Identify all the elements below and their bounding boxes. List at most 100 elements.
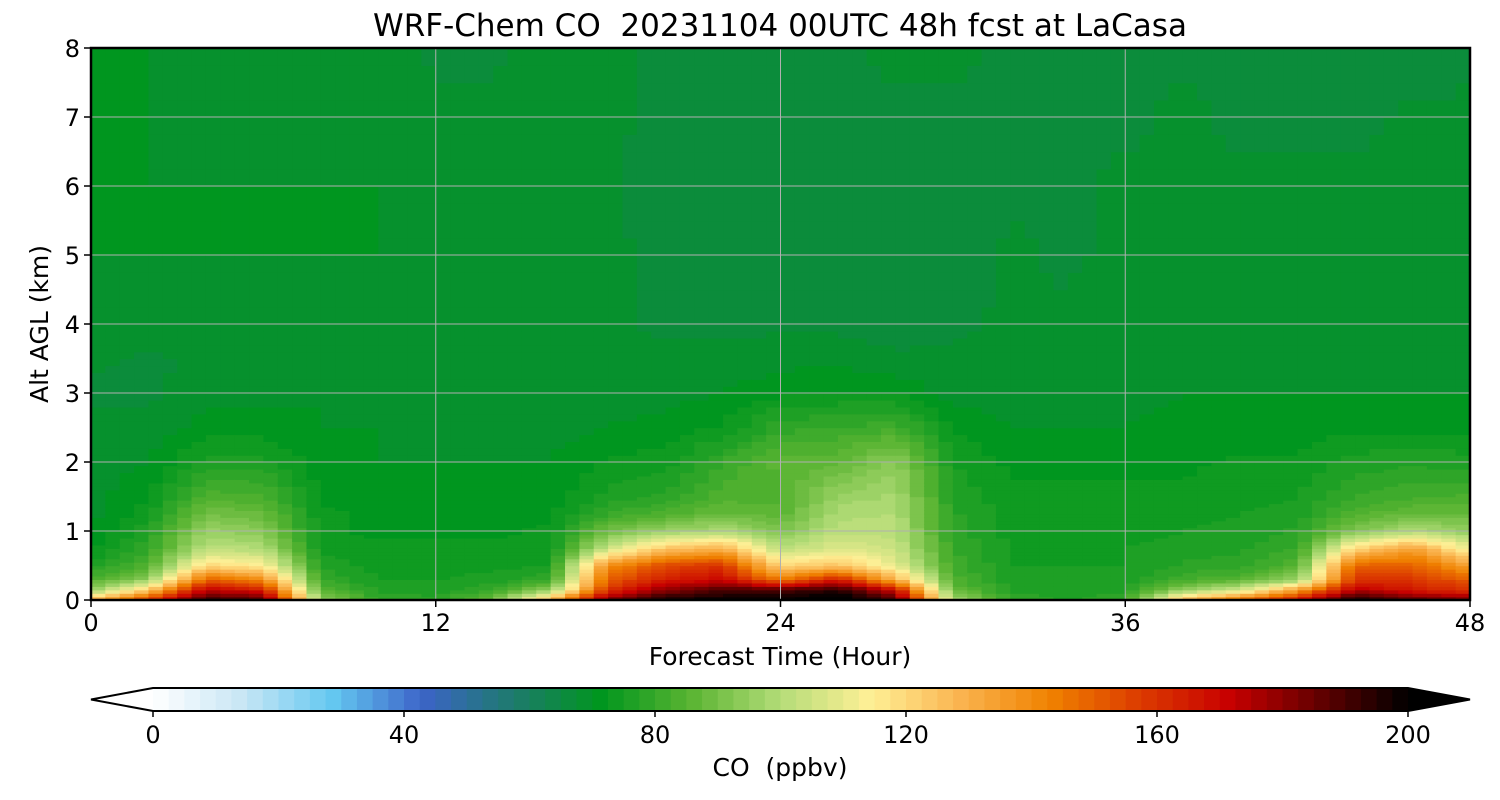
heatmap-cell (881, 272, 897, 291)
heatmap-cell (593, 489, 609, 494)
heatmap-cell (723, 472, 739, 477)
heatmap-cell (493, 479, 509, 484)
heatmap-cell (464, 486, 480, 491)
heatmap-cell (205, 455, 221, 463)
heatmap-cell (421, 510, 437, 515)
heatmap-cell (794, 65, 810, 84)
heatmap-cell (751, 499, 767, 505)
heatmap-cell (794, 99, 810, 118)
heatmap-cell (665, 330, 681, 339)
heatmap-cell (679, 472, 696, 477)
heatmap-cell (478, 486, 494, 491)
heatmap-cell (306, 344, 322, 353)
heatmap-cell (306, 134, 322, 153)
heatmap-cell (751, 582, 767, 587)
heatmap-cell (766, 582, 782, 587)
heatmap-cell (335, 575, 351, 580)
heatmap-cell (450, 237, 466, 256)
heatmap-cell (306, 393, 322, 401)
heatmap-cell (981, 289, 997, 308)
heatmap-cell (91, 434, 107, 442)
heatmap-cell (766, 434, 782, 442)
heatmap-cell (924, 593, 940, 598)
heatmap-cell (952, 151, 968, 170)
heatmap-cell (751, 475, 767, 480)
heatmap-cell (91, 324, 107, 332)
heatmap-cell (852, 358, 868, 367)
heatmap-cell (708, 306, 724, 325)
heatmap-cell (435, 455, 451, 463)
heatmap-cell (852, 496, 868, 501)
heatmap-cell (550, 548, 566, 553)
heatmap-cell (1010, 351, 1026, 360)
heatmap-cell (435, 48, 451, 66)
heatmap-cell (636, 475, 652, 480)
heatmap-cell (507, 117, 523, 135)
heatmap-cell (263, 420, 279, 429)
heatmap-cell (177, 465, 193, 470)
heatmap-cell (335, 589, 351, 594)
heatmap-cell (349, 82, 365, 101)
heatmap-cell (909, 565, 925, 570)
heatmap-cell (191, 489, 207, 494)
heatmap-cell (105, 65, 121, 84)
heatmap-cell (162, 420, 178, 429)
heatmap-cell (306, 475, 322, 480)
heatmap-cell (651, 427, 667, 436)
heatmap-cell (292, 351, 308, 360)
heatmap-cell (708, 541, 724, 546)
heatmap-cell (91, 575, 107, 580)
heatmap-cell (751, 65, 767, 84)
heatmap-cell (277, 575, 293, 580)
heatmap-cell (866, 537, 882, 543)
heatmap-cell (723, 562, 739, 567)
heatmap-cell (435, 582, 451, 587)
heatmap-cell (277, 468, 293, 474)
heatmap-cell (105, 517, 121, 522)
heatmap-cell (407, 351, 423, 360)
heatmap-cell (134, 558, 150, 563)
heatmap-cell (967, 572, 983, 577)
heatmap-cell (234, 531, 250, 536)
heatmap-cell (493, 413, 509, 422)
heatmap-cell (277, 586, 293, 591)
heatmap-cell (679, 372, 696, 380)
heatmap-cell (407, 272, 423, 291)
heatmap-cell (91, 517, 107, 522)
heatmap-cell (952, 499, 968, 505)
heatmap-cell (593, 568, 609, 574)
heatmap-cell (249, 499, 265, 505)
heatmap-cell (277, 517, 293, 522)
heatmap-cell (435, 358, 451, 367)
heatmap-cell (1010, 506, 1026, 511)
heatmap-cell (450, 337, 466, 346)
heatmap-cell (981, 413, 997, 422)
heatmap-cell (91, 465, 107, 470)
heatmap-cell (119, 465, 135, 470)
heatmap-cell (852, 441, 868, 449)
heatmap-cell (263, 337, 279, 346)
heatmap-cell (162, 555, 178, 560)
heatmap-cell (306, 579, 322, 584)
heatmap-cell (708, 455, 724, 463)
heatmap-cell (493, 134, 509, 153)
heatmap-cell (320, 237, 336, 256)
heatmap-cell (737, 513, 753, 518)
heatmap-cell (507, 441, 523, 449)
heatmap-cell (320, 351, 336, 360)
heatmap-cell (952, 537, 968, 543)
heatmap-cell (407, 358, 423, 367)
heatmap-cell (550, 541, 566, 546)
heatmap-cell (766, 531, 782, 536)
heatmap-cell (292, 558, 308, 563)
heatmap-cell (622, 472, 638, 477)
heatmap-cell (938, 289, 954, 308)
heatmap-cell (1010, 358, 1026, 367)
heatmap-cell (952, 527, 968, 532)
heatmap-cell (751, 503, 767, 508)
heatmap-cell (952, 65, 968, 84)
heatmap-cell (809, 579, 825, 584)
heatmap-cell (320, 537, 336, 543)
heatmap-cell (536, 510, 552, 515)
heatmap-cell (507, 386, 523, 394)
